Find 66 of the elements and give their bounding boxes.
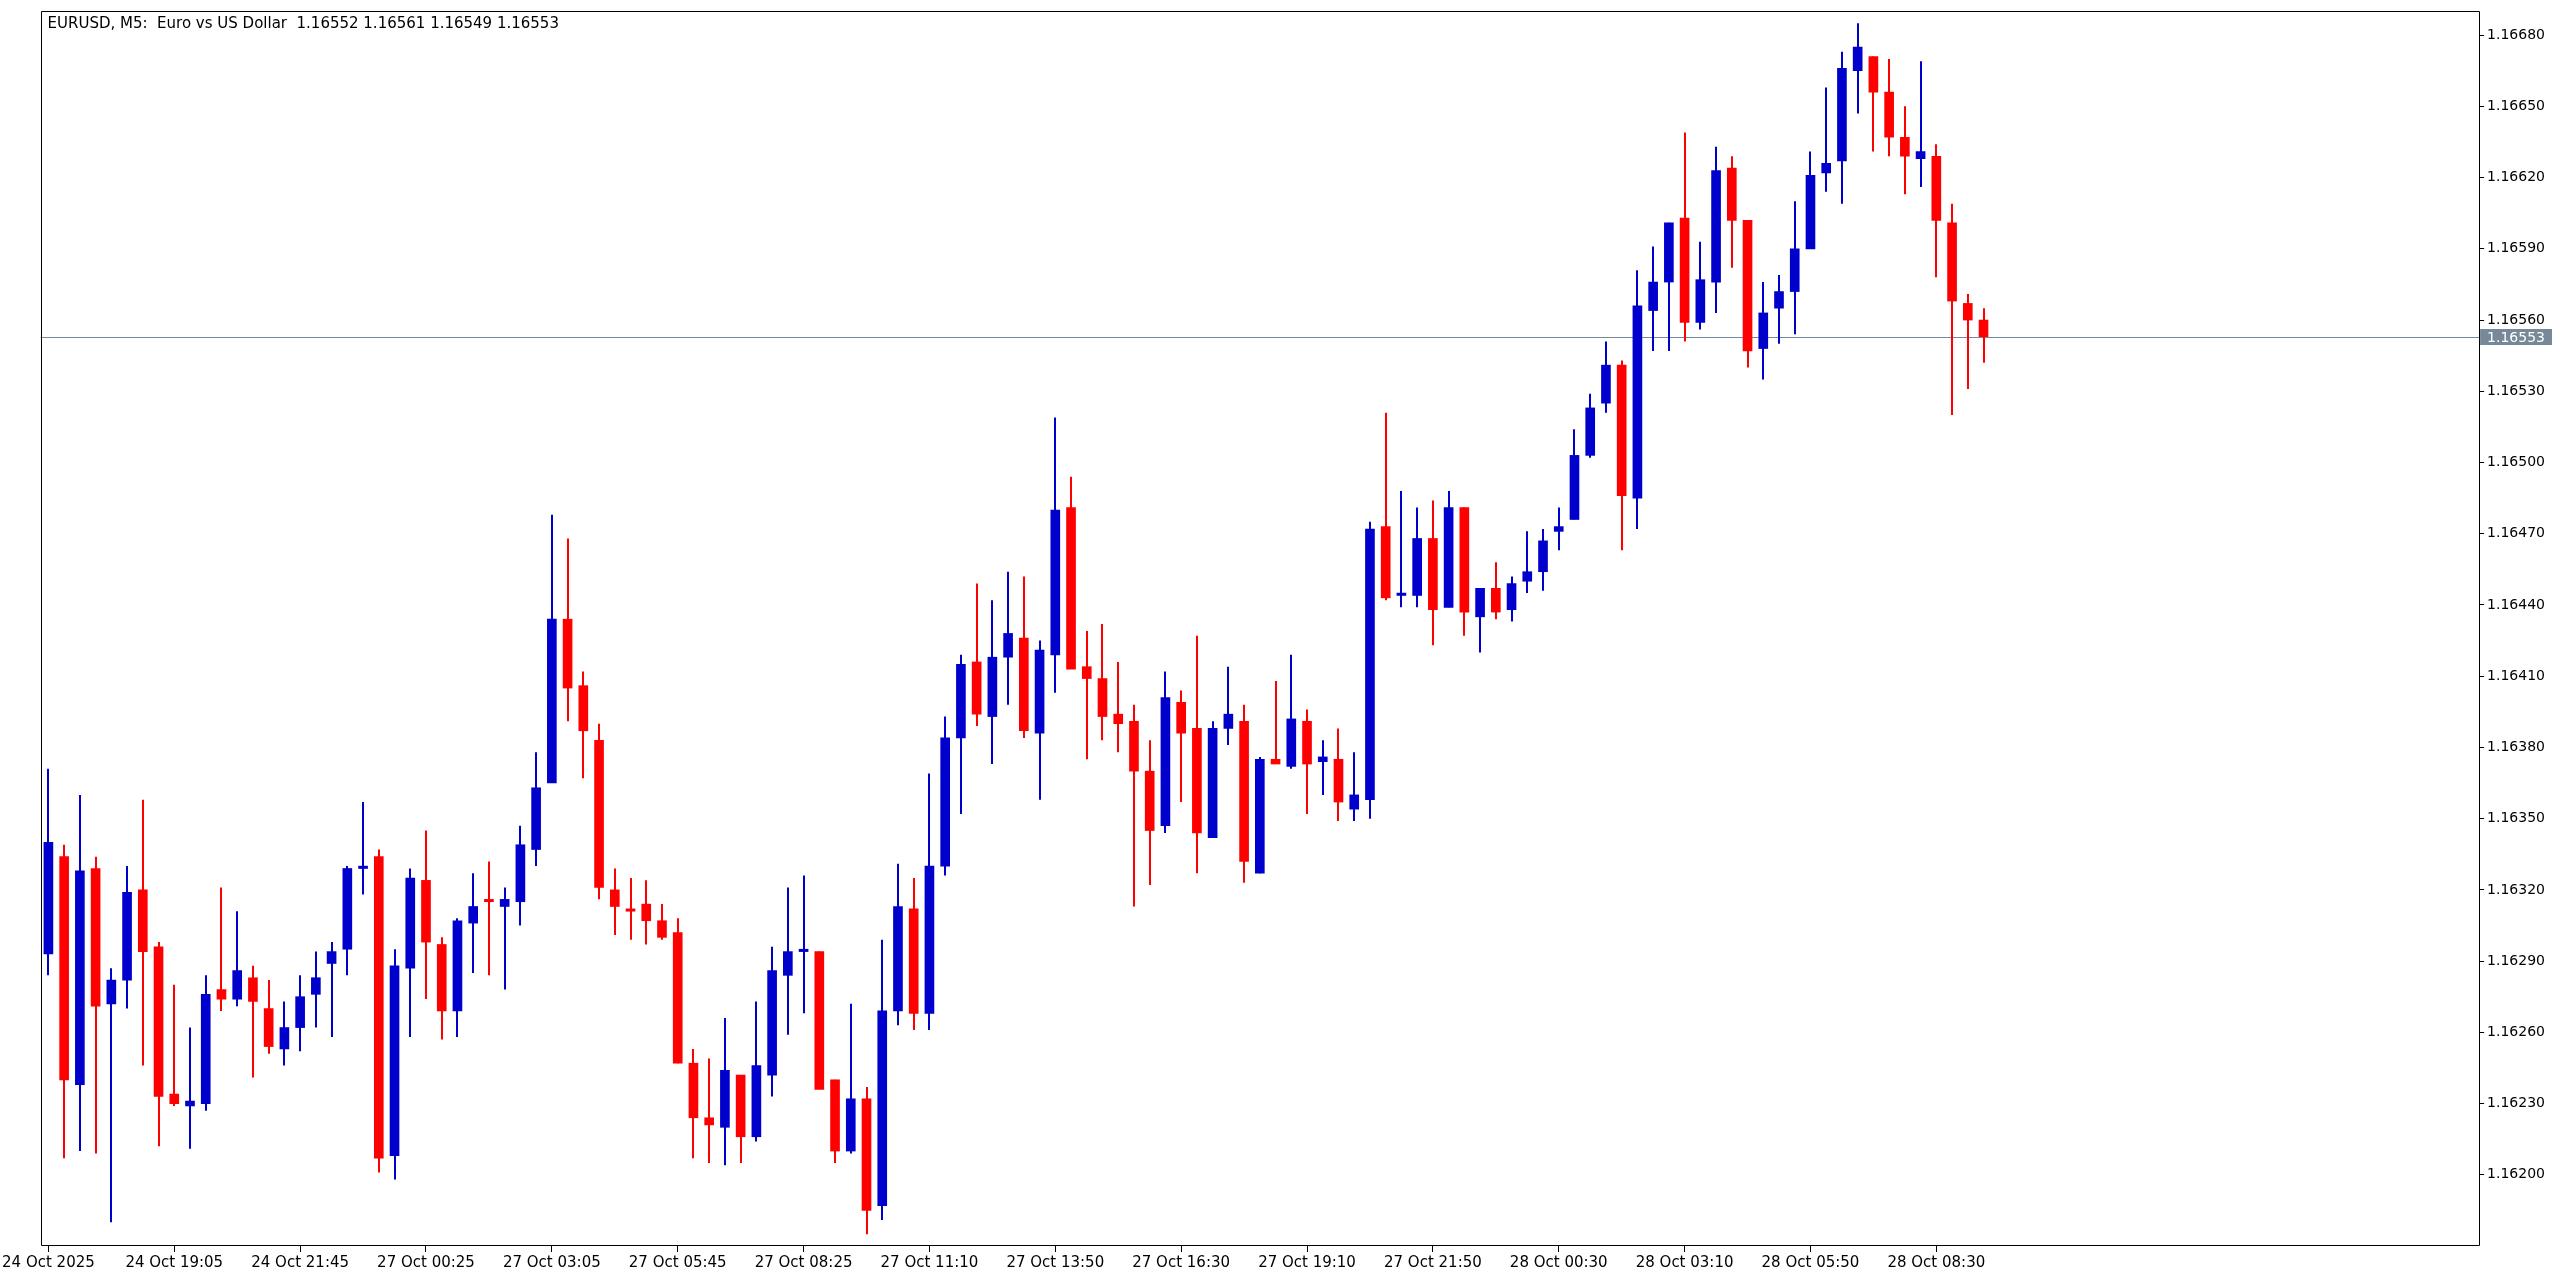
y-tick-label: 1.16380 (2487, 738, 2546, 755)
candlestick (1081, 630, 1092, 761)
x-tick-label: 27 Oct 13:50 (1006, 1252, 1105, 1271)
candlestick (499, 886, 510, 991)
x-tick-label: 28 Oct 05:50 (1761, 1252, 1860, 1271)
x-tick-label: 27 Oct 05:45 (628, 1252, 727, 1271)
candlestick (169, 983, 180, 1107)
candlestick (704, 1057, 715, 1164)
candlestick (798, 874, 809, 1015)
x-tick-label: 27 Oct 08:25 (754, 1252, 853, 1271)
y-tick-label: 1.16590 (2487, 239, 2546, 256)
candlestick (1962, 292, 1973, 390)
y-tick-label: 1.16230 (2487, 1094, 2546, 1111)
y-tick-label: 1.16350 (2487, 809, 2546, 826)
candlestick (1349, 751, 1360, 823)
ref-line-label: 1.16553 (2487, 328, 2546, 345)
candlestick (1396, 490, 1407, 609)
candlestick (484, 860, 494, 977)
x-tick-label: 27 Oct 21:50 (1383, 1252, 1482, 1271)
y-tick-label: 1.16410 (2487, 666, 2546, 683)
x-tick-label: 27 Oct 03:05 (502, 1252, 601, 1271)
candlestick (657, 903, 667, 941)
y-tick-label: 1.16440 (2487, 595, 2546, 612)
x-tick-label: 27 Oct 11:10 (880, 1252, 979, 1271)
candlestick (1317, 739, 1328, 796)
x-tick-label: 27 Oct 19:10 (1258, 1252, 1356, 1271)
x-tick-label: 24 Oct 19:05 (125, 1252, 224, 1271)
candlestick (609, 867, 620, 936)
candlestick (625, 876, 636, 941)
y-tick-label: 1.16320 (2487, 880, 2546, 897)
candlestick (1522, 530, 1533, 595)
candlestick (1915, 60, 1926, 189)
x-tick-label: 28 Oct 00:30 (1509, 1252, 1608, 1271)
candlestick (279, 1000, 290, 1067)
candlestick (358, 801, 368, 896)
candlestick (1900, 105, 1910, 196)
candlestick (311, 950, 321, 1029)
x-tick-label: 28 Oct 03:10 (1635, 1252, 1734, 1271)
y-tick-label: 1.16500 (2487, 453, 2546, 470)
candlestick (185, 1026, 195, 1150)
candlestick (1774, 273, 1784, 345)
candlestick (1223, 665, 1234, 747)
y-tick-label: 1.16560 (2487, 310, 2546, 327)
candlestick (216, 886, 227, 1012)
chart-title: EURUSD, M5: Euro vs US Dollar 1.16552 1.16561 1.16549 1.16553 (47, 13, 559, 32)
y-tick-label: 1.16530 (2487, 381, 2546, 398)
candlestick (1113, 660, 1124, 754)
candlestick (1821, 86, 1832, 193)
y-tick-label: 1.16650 (2487, 97, 2546, 114)
y-tick-label: 1.16470 (2487, 524, 2546, 541)
x-tick-label: 24 Oct 21:45 (251, 1252, 350, 1271)
candlestick (1978, 307, 1989, 364)
candlestick (468, 872, 479, 974)
y-tick-label: 1.16290 (2487, 951, 2546, 968)
y-tick-label: 1.16200 (2487, 1165, 2546, 1182)
candlestick (326, 941, 337, 1039)
x-tick-label: 27 Oct 00:25 (377, 1252, 475, 1271)
y-tick-label: 1.16680 (2487, 25, 2546, 42)
candlestick (641, 879, 652, 946)
x-tick-label: 27 Oct 16:30 (1132, 1252, 1231, 1271)
x-tick-label: 28 Oct 08:30 (1887, 1252, 1986, 1271)
y-tick-label: 1.16260 (2487, 1022, 2546, 1039)
candlestick (1553, 506, 1564, 552)
candlestick (106, 967, 117, 1224)
x-tick-label: 24 Oct 2025 (2, 1252, 95, 1271)
y-tick-label: 1.16620 (2487, 168, 2546, 185)
